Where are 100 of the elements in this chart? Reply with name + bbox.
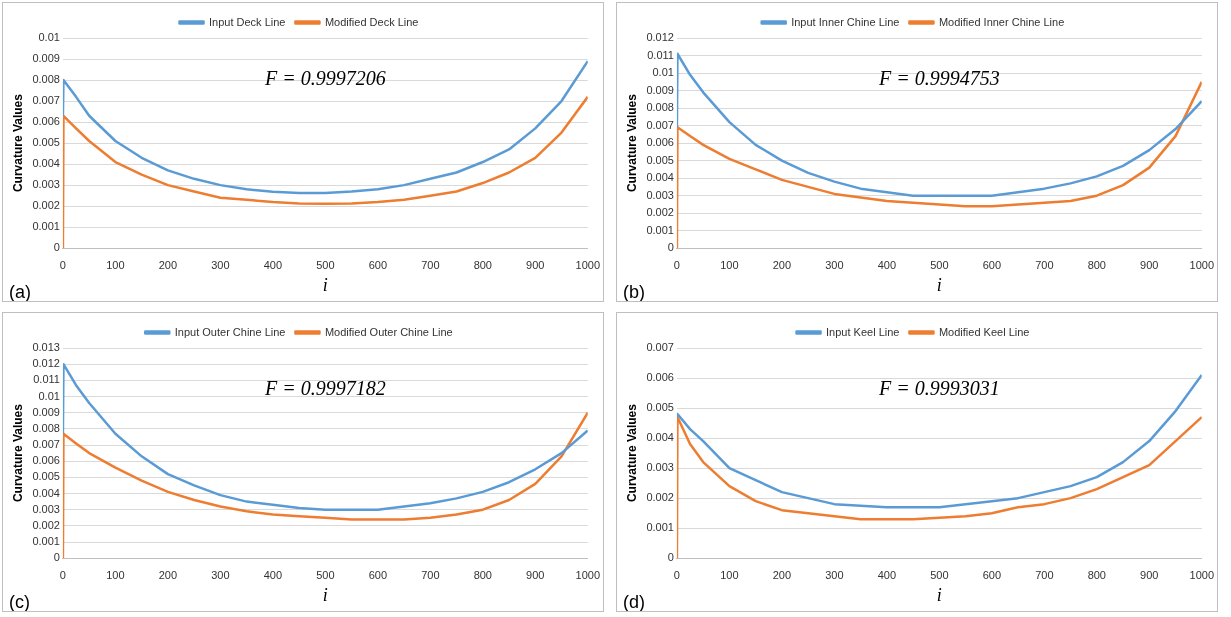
- y-tick-label: 0: [667, 551, 674, 564]
- x-tick-label: 500: [930, 568, 949, 581]
- y-tick-label: 0.001: [32, 220, 60, 233]
- y-tick-label: 0.008: [646, 101, 674, 114]
- y-tick-label: 0.011: [33, 373, 60, 386]
- y-tick-label: 0.008: [32, 421, 60, 434]
- x-axis-title: i: [322, 274, 328, 295]
- y-tick-label: 0.011: [647, 48, 674, 61]
- y-tick-label: 0.01: [38, 389, 60, 402]
- y-tick-label: 0.013: [32, 341, 60, 354]
- x-tick-label: 900: [526, 568, 545, 581]
- x-tick-label: 900: [1140, 568, 1159, 581]
- y-tick-label: 0.007: [646, 341, 674, 354]
- y-tick-label: 0.004: [646, 431, 674, 444]
- y-tick-label: 0.007: [646, 118, 674, 131]
- legend-label: Input Deck Line: [209, 15, 286, 28]
- x-tick-label: 100: [106, 568, 125, 581]
- legend-label: Modified Outer Chine Line: [324, 325, 453, 338]
- y-tick-label: 0.002: [32, 199, 60, 212]
- y-tick-label: 0.003: [646, 188, 674, 201]
- y-tick-label: 0.007: [32, 438, 60, 451]
- y-tick-label: 0.01: [652, 66, 674, 79]
- y-tick-label: 0.001: [646, 223, 674, 236]
- x-tick-label: 500: [930, 258, 949, 271]
- x-tick-label: 200: [158, 258, 178, 271]
- x-tick-label: 700: [421, 568, 440, 581]
- y-tick-label: 0.002: [32, 518, 60, 531]
- x-tick-label: 800: [1087, 568, 1106, 581]
- y-tick-label: 0.003: [32, 178, 60, 191]
- x-tick-label: 1000: [1189, 568, 1215, 581]
- text: (d): [623, 591, 645, 612]
- y-tick-label: 0: [667, 241, 674, 254]
- x-tick-label: 300: [825, 568, 844, 581]
- y-tick-label: 0.006: [646, 371, 674, 384]
- y-tick-label: 0.01: [38, 31, 60, 44]
- y-tick-label: 0: [53, 241, 60, 254]
- y-tick-label: 0.004: [32, 486, 60, 499]
- text: (b): [623, 281, 645, 302]
- y-tick-label: 0.005: [32, 470, 60, 483]
- x-axis-title: i: [936, 274, 942, 295]
- x-tick-label: 900: [526, 258, 545, 271]
- y-tick-label: 0.006: [32, 115, 60, 128]
- x-tick-label: 600: [982, 258, 1002, 271]
- x-tick-label: 700: [421, 258, 440, 271]
- x-tick-label: 400: [263, 568, 283, 581]
- y-tick-label: 0.001: [646, 521, 674, 534]
- text: (a): [9, 281, 31, 302]
- annotation: F = 0.9993031: [877, 377, 1000, 400]
- x-tick-label: 500: [316, 258, 335, 271]
- y-axis-title: Curvature Values: [10, 93, 25, 193]
- y-tick-label: 0.004: [32, 157, 60, 170]
- x-tick-label: 200: [772, 258, 792, 271]
- x-tick-label: 100: [106, 258, 125, 271]
- x-tick-label: 200: [772, 568, 792, 581]
- x-axis-title: i: [322, 584, 328, 605]
- legend-label: Modified Deck Line: [324, 15, 419, 28]
- x-tick-label: 400: [263, 258, 283, 271]
- y-tick-label: 0.002: [646, 491, 674, 504]
- x-tick-label: 800: [1087, 258, 1106, 271]
- y-tick-label: 0.004: [646, 171, 674, 184]
- x-tick-label: 1000: [575, 258, 601, 271]
- y-tick-label: 0.005: [646, 153, 674, 166]
- y-tick-label: 0.003: [32, 502, 60, 515]
- x-tick-label: 100: [720, 568, 739, 581]
- x-tick-label: 500: [316, 568, 335, 581]
- y-tick-label: 0.005: [646, 401, 674, 414]
- y-tick-label: 0.005: [32, 136, 60, 149]
- y-tick-label: 0.006: [646, 136, 674, 149]
- y-tick-label: 0.007: [32, 94, 60, 107]
- text: (c): [9, 591, 30, 612]
- x-tick-label: 800: [473, 568, 492, 581]
- annotation: F = 0.9994753: [877, 67, 1000, 90]
- legend-label: Input Inner Chine Line: [791, 15, 900, 28]
- x-tick-label: 400: [877, 258, 897, 271]
- y-tick-label: 0.009: [32, 405, 60, 418]
- x-axis-title: i: [936, 584, 942, 605]
- x-tick-label: 300: [825, 258, 844, 271]
- y-tick-label: 0.012: [646, 31, 674, 44]
- y-tick-label: 0.006: [32, 454, 60, 467]
- x-tick-label: 700: [1035, 258, 1054, 271]
- legend-label: Input Outer Chine Line: [174, 325, 286, 338]
- x-tick-label: 200: [158, 568, 178, 581]
- legend-label: Modified Inner Chine Line: [938, 15, 1065, 28]
- y-tick-label: 0.003: [646, 461, 674, 474]
- x-tick-label: 400: [877, 568, 897, 581]
- legend-label: Input Keel Line: [826, 325, 900, 338]
- x-tick-label: 900: [1140, 258, 1159, 271]
- x-tick-label: 300: [211, 568, 230, 581]
- y-tick-label: 0.002: [646, 206, 674, 219]
- x-tick-label: 600: [368, 568, 388, 581]
- x-tick-label: 1000: [1189, 258, 1215, 271]
- annotation: F = 0.9997206: [263, 67, 386, 90]
- x-tick-label: 700: [1035, 568, 1054, 581]
- y-tick-label: 0.009: [32, 52, 60, 65]
- annotation: F = 0.9997182: [263, 377, 386, 400]
- legend-label: Modified Keel Line: [938, 325, 1030, 338]
- x-tick-label: 800: [473, 258, 492, 271]
- y-axis-title: Curvature Values: [10, 403, 25, 503]
- y-tick-label: 0.012: [32, 357, 60, 370]
- y-tick-label: 0.009: [646, 83, 674, 96]
